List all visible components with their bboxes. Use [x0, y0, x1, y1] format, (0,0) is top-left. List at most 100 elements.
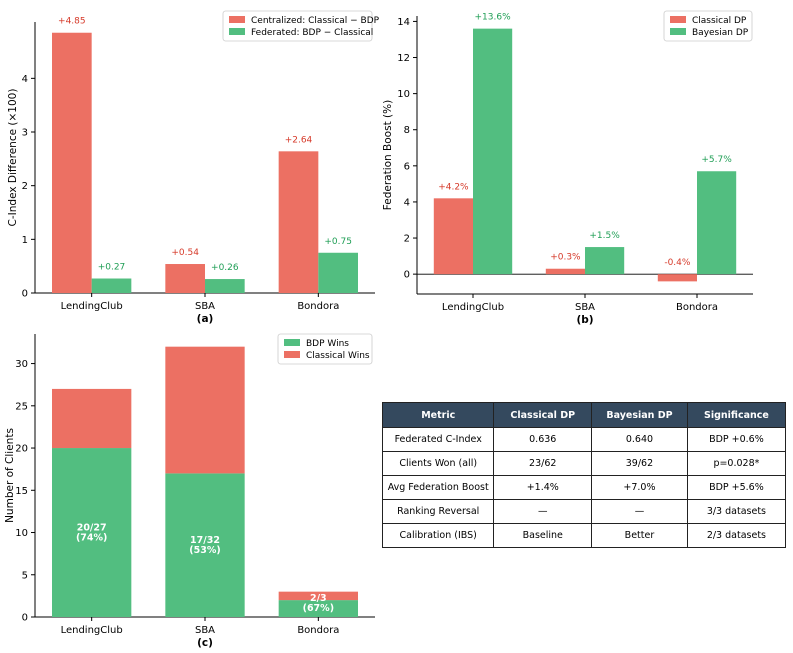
- column-header: Bayesian DP: [591, 402, 688, 428]
- bar-value-label: +4.85: [58, 17, 86, 27]
- panel-label: (c): [197, 637, 213, 649]
- x-tick-label: SBA: [195, 625, 215, 636]
- table-cell: 0.640: [591, 427, 688, 452]
- y-tick-label: 5: [22, 570, 28, 581]
- summary-table: Metric Classical DP Bayesian DP Significanc…: [381, 402, 787, 548]
- y-tick-label: 10: [397, 89, 410, 100]
- bar-inner-label: 17/32: [190, 535, 220, 546]
- table-cell: 3/3 datasets: [686, 499, 787, 524]
- table-cell: 0.636: [493, 427, 593, 452]
- x-tick-label: Bondora: [297, 625, 339, 636]
- legend-label: Classical DP: [692, 16, 747, 26]
- y-tick-label: 6: [404, 161, 410, 172]
- legend-swatch: [670, 28, 686, 35]
- legend-label: Classical Wins: [306, 351, 370, 361]
- table-row: Ranking Reversal — —3/3 datasets: [381, 499, 787, 524]
- bar-classical: [278, 151, 319, 293]
- table-cell: 39/62: [591, 451, 688, 476]
- legend-label: Centralized: Classical − BDP: [251, 16, 380, 26]
- y-tick-label: 10: [15, 528, 28, 539]
- bar-classical: [545, 268, 585, 275]
- legend-label: Federated: BDP − Classical: [251, 28, 373, 38]
- bar-classical: [433, 198, 473, 275]
- table-row: Calibration (IBS) Baseline Better 2/3 datas…: [381, 523, 787, 548]
- legend-box: [277, 333, 373, 365]
- x-tick-label: SBA: [575, 302, 595, 313]
- bar-bayesian: [473, 28, 513, 275]
- bar-bayesian: [585, 247, 625, 275]
- table-cell: +1.4%: [493, 475, 593, 500]
- y-axis-label: C-Index Difference (×100): [7, 89, 19, 227]
- table-cell: Avg Federation Boost: [381, 475, 495, 500]
- column-header: Metric: [381, 402, 495, 428]
- bar-classical-wins: [278, 591, 358, 601]
- y-tick-label: 2: [22, 181, 28, 192]
- column-header: Classical DP: [493, 402, 593, 428]
- chart-panel-b: 0 2 4 6 8 10 12 14 Federation Boost (%) LendingCl…: [382, 10, 753, 326]
- legend-label: Bayesian DP: [692, 28, 749, 38]
- bar-value-label: +0.26: [211, 263, 239, 273]
- y-axis-label: Federation Boost (%): [382, 100, 394, 210]
- y-tick-label: 30: [15, 359, 28, 370]
- y-tick-label: 3: [22, 128, 28, 139]
- x-tick-label: LendingClub: [442, 302, 504, 313]
- legend-swatch: [229, 28, 245, 35]
- y-tick-label: 4: [404, 197, 410, 208]
- bar-value-label: +1.5%: [589, 231, 620, 241]
- legend-swatch: [670, 16, 686, 23]
- bar-bayesian: [205, 279, 245, 293]
- bar-classical-wins: [165, 346, 245, 474]
- y-tick-label: 0: [22, 289, 28, 300]
- table-cell: +7.0%: [591, 475, 688, 500]
- legend-swatch: [284, 339, 300, 346]
- bar-classical-wins: [52, 388, 132, 449]
- legend-label: BDP Wins: [306, 339, 349, 349]
- bar-value-label: -0.4%: [664, 258, 691, 268]
- table-cell: 2/3 datasets: [686, 523, 787, 548]
- y-axis-label: Number of Clients: [4, 428, 16, 523]
- table-cell: Baseline: [493, 523, 593, 548]
- panel-label: (a): [197, 313, 214, 325]
- bar-inner-label: 20/27: [77, 523, 107, 534]
- bar-classical: [165, 264, 205, 293]
- legend-swatch: [284, 351, 300, 358]
- x-tick-label: LendingClub: [61, 301, 123, 312]
- bar-value-label: +0.27: [98, 263, 126, 273]
- bar-bdp-wins: [165, 473, 245, 617]
- table-row: Avg Federation Boost +1.4% +7.0% BDP +5.6%: [381, 475, 787, 500]
- panel-label: (b): [576, 314, 593, 326]
- legend-box: [222, 10, 373, 42]
- column-header: Significance: [686, 402, 787, 428]
- bar-bdp-wins: [278, 600, 358, 617]
- chart-panel-c: 0 5 10 15 20 25 30 Number of Clients LendingClub…: [4, 333, 375, 649]
- table-header-row: Metric Classical DP Bayesian DP Significanc…: [381, 402, 787, 428]
- y-tick-label: 2: [404, 234, 410, 245]
- table-cell: BDP +5.6%: [686, 475, 787, 500]
- bar-inner-label: (74%): [76, 533, 107, 544]
- bar-bayesian: [91, 278, 132, 293]
- bar-value-label: +0.3%: [550, 253, 581, 263]
- y-tick-label: 20: [15, 444, 28, 455]
- table-cell: —: [493, 499, 593, 524]
- bar-value-label: +0.54: [171, 248, 199, 258]
- y-tick-label: 4: [22, 74, 28, 85]
- x-tick-label: SBA: [195, 301, 215, 312]
- table-cell: Federated C-Index: [381, 427, 495, 452]
- y-tick-label: 12: [397, 53, 410, 64]
- y-tick-label: 15: [15, 486, 28, 497]
- table-cell: —: [591, 499, 688, 524]
- bar-bdp-wins: [52, 448, 132, 617]
- bar-value-label: +0.75: [324, 237, 352, 247]
- y-tick-label: 8: [404, 125, 410, 136]
- table-cell: p=0.028*: [686, 451, 787, 476]
- y-tick-label: 1: [22, 235, 28, 246]
- table-cell: Calibration (IBS): [381, 523, 495, 548]
- bar-classical: [657, 274, 697, 282]
- table-cell: Better: [591, 523, 688, 548]
- table-cell: BDP +0.6%: [686, 427, 787, 452]
- legend-swatch: [229, 16, 245, 23]
- bar-inner-label: (67%): [303, 603, 334, 614]
- bar-inner-label: (53%): [189, 545, 220, 556]
- bar-value-label: +2.64: [285, 135, 313, 145]
- chart-panel-a: 0 1 2 3 4C-Index Difference (×100) LendingClu…: [7, 10, 380, 325]
